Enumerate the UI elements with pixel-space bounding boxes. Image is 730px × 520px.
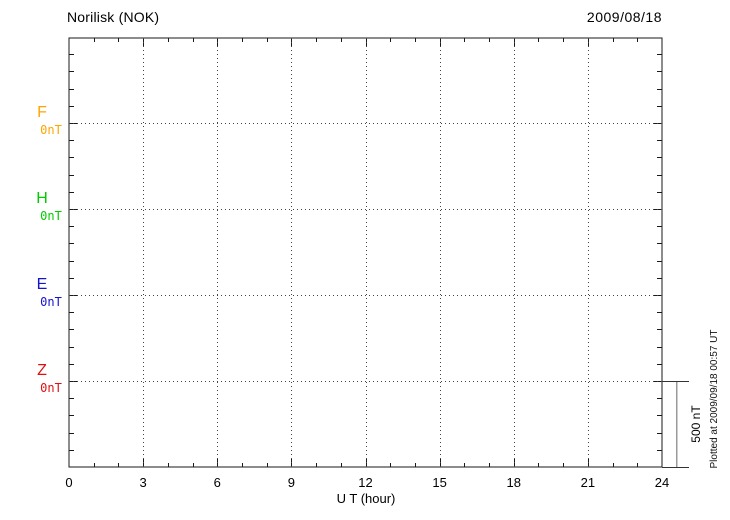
plot-frame: [68, 37, 663, 468]
x-tick-label-21: 21: [580, 475, 596, 490]
component-label-f: F: [37, 104, 47, 121]
component-baseline-value-f: 0nT: [40, 123, 62, 137]
x-tick-label-3: 3: [139, 475, 147, 490]
component-baseline-value-z: 0nT: [40, 381, 62, 395]
component-baseline-value-e: 0nT: [40, 295, 62, 309]
x-tick-label-24: 24: [654, 475, 670, 490]
component-label-z: Z: [37, 362, 47, 379]
station-title: Norilisk (NOK): [67, 9, 160, 25]
component-baseline-value-h: 0nT: [40, 209, 62, 223]
component-label-h: H: [36, 190, 48, 207]
x-axis-title: U T (hour): [336, 491, 396, 506]
x-tick-label-18: 18: [506, 475, 521, 490]
plotted-at-note: Plotted at 2009/09/18 00:57 UT: [709, 329, 720, 469]
plot-date: 2009/08/18: [586, 9, 662, 25]
x-tick-label-9: 9: [287, 475, 295, 490]
x-tick-label-0: 0: [65, 475, 73, 490]
scale-bar-label: 500 nT: [689, 405, 703, 443]
component-label-e: E: [36, 276, 48, 293]
x-tick-label-12: 12: [358, 475, 373, 490]
x-tick-label-15: 15: [432, 475, 447, 490]
x-tick-label-6: 6: [213, 475, 221, 490]
